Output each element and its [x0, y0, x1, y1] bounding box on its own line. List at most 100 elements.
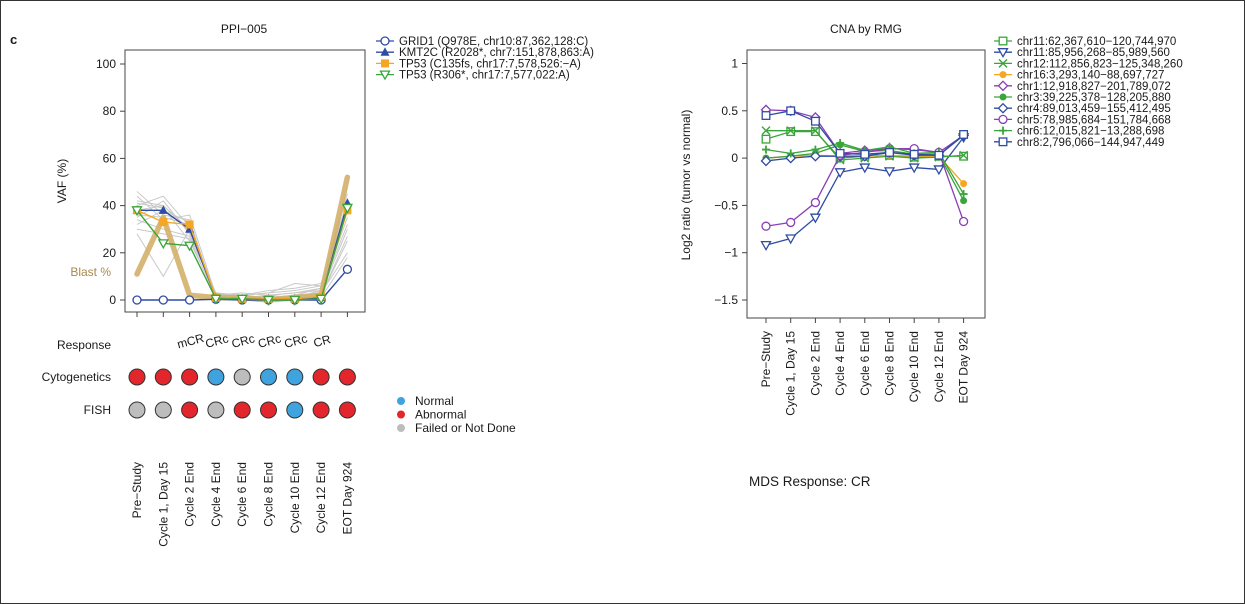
left-x-tick-label: EOT Day 924	[340, 462, 354, 535]
data-point-tp53	[159, 218, 168, 227]
cna-point-chr4-89	[760, 155, 772, 167]
cytogenetics-dot-abnormal	[154, 368, 172, 386]
fish-dot-normal	[286, 401, 304, 419]
cna-point-chr6-12	[786, 149, 795, 158]
legend-marker	[998, 137, 1008, 147]
series-line-tp53	[136, 207, 349, 301]
cna-point-chr8-2	[786, 106, 796, 116]
right-x-tick-label: Cycle 2 End	[808, 331, 822, 396]
legend-marker	[997, 48, 1009, 59]
cna-point-chr11-85	[834, 168, 846, 179]
fish-dot-abnormal	[181, 401, 199, 419]
right-x-tick-label: EOT Day 924	[957, 331, 971, 404]
fish-dot-abnormal	[312, 401, 330, 419]
data-point-tp53	[315, 294, 327, 305]
legend-marker	[381, 59, 389, 68]
cna-point-chr12-112	[786, 126, 796, 136]
left-x-tick-label: Cycle 10 End	[288, 462, 302, 533]
cna-point-chr5-78	[761, 221, 771, 231]
cna-point-chr8-2	[934, 150, 944, 160]
right-y-tick-label: 1	[731, 57, 738, 71]
right-y-tick-label: 0.5	[721, 104, 738, 118]
cna-point-chr6-12	[762, 145, 770, 154]
legend-entry: chr5:78,985,684−151,784,668	[1017, 114, 1171, 126]
legend-marker	[998, 114, 1008, 125]
left-x-tick-label: Cycle 2 End	[183, 462, 197, 527]
left-x-tick-label: Cycle 1, Day 15	[156, 462, 170, 547]
cna-point-chr4-89	[785, 152, 797, 164]
status-legend-label: Abnormal	[415, 408, 466, 422]
left-plot-area	[124, 49, 366, 313]
legend-marker	[999, 93, 1007, 101]
right-x-tick-label: Cycle 1, Day 15	[784, 331, 798, 416]
status-legend-dot-failed	[397, 424, 405, 432]
cytogenetics-dot-normal	[260, 368, 277, 386]
legend-marker	[380, 36, 390, 46]
legend-entry: chr6:12,015,821−13,288,698	[1017, 126, 1164, 138]
data-point-grid1	[158, 295, 168, 305]
cytogenetics-dot-abnormal	[128, 368, 146, 386]
cytogenetics-dot-abnormal	[181, 368, 199, 386]
left-x-tick-label: Pre−Study	[130, 462, 144, 518]
right-y-tick-label: 0	[731, 151, 738, 165]
legend-marker	[999, 71, 1007, 79]
data-point-tp53	[183, 241, 196, 252]
legend-entry: chr8:2,796,066−144,947,449	[1017, 137, 1164, 149]
right-x-tick-label: Cycle 8 End	[883, 331, 897, 396]
cna-point-chr8-2	[959, 129, 969, 139]
fish-dot-abnormal	[260, 401, 277, 419]
blast-percent-line	[134, 174, 351, 303]
left-y-tick-label: 100	[96, 57, 116, 71]
cna-point-chr11-85	[883, 167, 896, 178]
legend-entry: KMT2C (R2028*, chr7:151,878,863:A)	[399, 47, 594, 59]
response-label: CR	[312, 332, 333, 350]
blast-annotation: Blast %	[70, 265, 111, 279]
legend-entry: chr11:85,956,268−85,989,560	[1017, 47, 1170, 59]
right-x-tick-label: Pre−Study	[759, 331, 773, 387]
left-chart-title: PPI−005	[221, 22, 268, 36]
right-y-tick-label: −1.5	[714, 293, 738, 307]
data-point-tp53	[185, 220, 194, 229]
data-point-grid1	[342, 264, 353, 274]
legend-entry: chr11:62,367,610−120,744,970	[1017, 36, 1176, 48]
response-caption: MDS Response: CR	[749, 474, 871, 489]
cna-point-chr8-2	[810, 116, 820, 126]
response-label: CRc	[256, 331, 282, 351]
left-x-tick-label: Cycle 8 End	[262, 462, 276, 527]
data-point-kmt2c	[158, 205, 168, 214]
left-y-tick-label: 80	[103, 104, 117, 118]
right-y-tick-label: −0.5	[714, 198, 738, 212]
cna-point-chr6-12	[836, 138, 845, 147]
data-point-grid1	[132, 295, 142, 305]
cna-point-chr11-85	[908, 163, 920, 174]
data-point-tp53	[210, 294, 222, 305]
cytogenetics-dot-normal	[207, 368, 225, 386]
cna-point-chr5-78	[810, 197, 821, 208]
left-x-tick-label: Cycle 6 End	[235, 462, 249, 527]
data-point-tp53	[131, 206, 143, 217]
legend-entry: TP53 (R306*, chr17:7,577,022:A)	[399, 70, 570, 82]
left-x-tick-label: Cycle 4 End	[209, 462, 223, 527]
cytogenetics-dot-normal	[286, 368, 304, 386]
legend-entry: GRID1 (Q978E, chr10:87,362,128:C)	[399, 36, 588, 48]
cna-point-chr8-2	[860, 149, 870, 159]
legend-marker	[998, 58, 1008, 68]
fish-dot-failed	[154, 401, 172, 419]
cna-point-chr11-85	[933, 165, 945, 176]
cna-point-chr5-78	[786, 217, 796, 228]
cna-point-chr11-85	[760, 240, 772, 251]
left-y-tick-label: 20	[103, 246, 117, 260]
status-legend-dot-abnormal	[397, 410, 405, 419]
cytogenetics-row-label: Cytogenetics	[42, 370, 111, 384]
fish-row-label: FISH	[84, 403, 111, 417]
status-legend-dot-normal	[397, 397, 405, 405]
right-plot-area	[746, 49, 986, 319]
cytogenetics-dot-failed	[233, 368, 251, 386]
fish-dot-abnormal	[338, 401, 356, 419]
data-point-tp53	[157, 239, 169, 250]
cna-point-chr6-12	[811, 145, 820, 154]
cna-point-chr12-112	[761, 126, 771, 136]
cna-point-chr16-3	[960, 180, 968, 188]
left-y-tick-label: 60	[103, 151, 117, 165]
